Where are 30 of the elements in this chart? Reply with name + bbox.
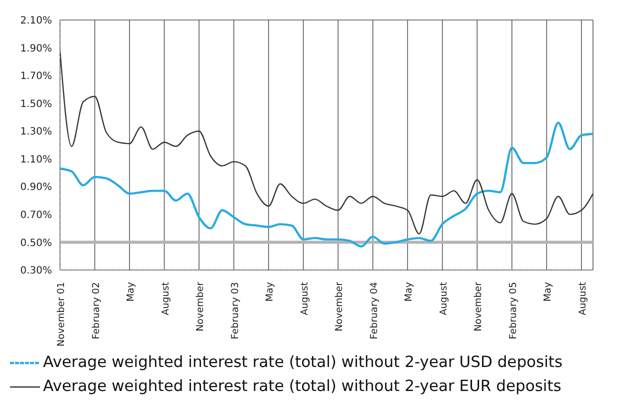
y-tick-label: 0.90%	[20, 182, 52, 194]
legend-label: Average weighted interest rate (total) without 2-year EUR deposits	[43, 376, 562, 397]
y-tick-label: 1.70%	[20, 71, 52, 82]
x-tick-label: August	[577, 282, 588, 316]
x-tick-label: February 03	[230, 282, 241, 340]
x-tick-label: November	[195, 282, 206, 332]
y-tick-label: 0.70%	[20, 210, 52, 221]
x-tick-label: May	[126, 282, 137, 302]
x-tick-label: May	[542, 282, 554, 302]
line-series	[60, 122, 593, 248]
x-tick-label: May	[264, 282, 276, 302]
x-tick-label: November	[473, 282, 484, 332]
x-tick-label: August	[299, 282, 310, 316]
x-tick-label: February 05	[508, 282, 519, 340]
y-tick-label: 1.90%	[20, 43, 52, 54]
line-series	[60, 50, 593, 234]
x-tick-label: August	[438, 282, 450, 316]
y-tick-label: 0.50%	[20, 238, 52, 249]
y-tick-label: 1.30%	[20, 126, 52, 138]
x-tick-label: August	[160, 282, 172, 316]
y-tick-label: 2.10%	[20, 16, 52, 27]
legend-label: Average weighted interest rate (total) without 2-year USD deposits	[43, 352, 563, 373]
x-tick-label: November 01	[56, 282, 67, 347]
x-tick-label: February 02	[90, 282, 102, 340]
y-tick-label: 1.10%	[20, 154, 52, 166]
y-tick-label: 1.50%	[20, 98, 52, 110]
x-tick-label: November	[334, 282, 346, 332]
x-tick-label: May	[404, 282, 415, 302]
x-tick-label: February 04	[368, 282, 380, 340]
y-tick-label: 0.30%	[20, 266, 52, 277]
